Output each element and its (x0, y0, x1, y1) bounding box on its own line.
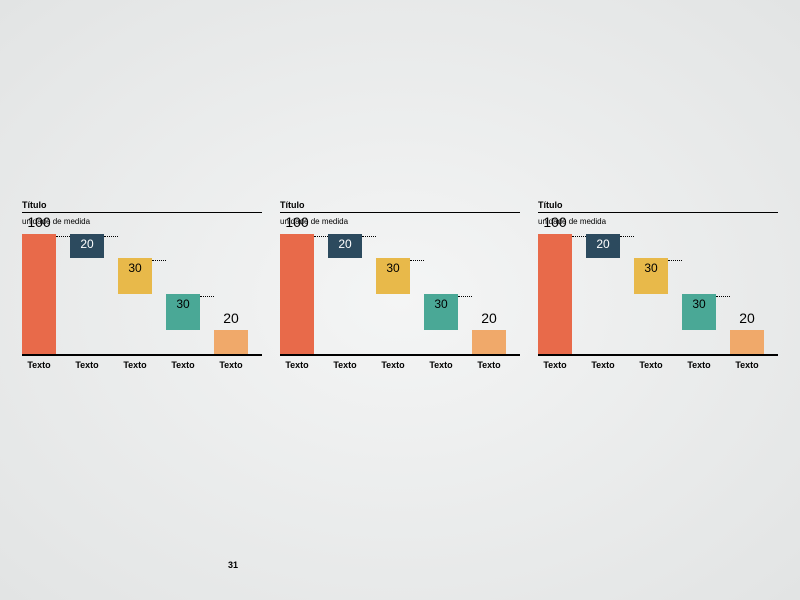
bar-value-label: 20 (730, 310, 764, 326)
bar-group-2: 30 (376, 234, 410, 354)
bar-group-3: 30 (424, 234, 458, 354)
bar-0: 100 (22, 234, 56, 354)
chart-title: Título (538, 200, 778, 213)
connector-3 (458, 296, 472, 297)
bar-2: 30 (118, 258, 152, 294)
bar-0: 100 (538, 234, 572, 354)
connector-2 (668, 260, 682, 261)
bar-group-0: 100 (538, 234, 572, 354)
connector-0 (56, 236, 70, 237)
bar-1: 20 (586, 234, 620, 258)
bar-value-label: 20 (586, 237, 620, 251)
bar-group-3: 30 (682, 234, 716, 354)
bar-group-0: 100 (280, 234, 314, 354)
x-axis-label-1: Texto (328, 360, 362, 370)
bar-group-1: 20 (328, 234, 362, 354)
bar-value-label: 20 (472, 310, 506, 326)
bar-group-1: 20 (70, 234, 104, 354)
plot-area: 100 20 30 30 20 (280, 236, 520, 356)
connector-3 (200, 296, 214, 297)
bar-group-1: 20 (586, 234, 620, 354)
x-axis-label-0: Texto (280, 360, 314, 370)
connector-0 (314, 236, 328, 237)
bar-1: 20 (70, 234, 104, 258)
bar-2: 30 (634, 258, 668, 294)
connector-1 (362, 236, 376, 237)
chart-subtitle: unidade de medida (280, 217, 520, 226)
page-number: 31 (228, 560, 238, 570)
bar-3: 30 (682, 294, 716, 330)
chart-title: Título (22, 200, 262, 213)
plot-area: 100 20 30 30 20 (538, 236, 778, 356)
x-axis-label-1: Texto (586, 360, 620, 370)
chart-panel-1: Títulounidade de medida10020303020TextoT… (280, 200, 520, 372)
connector-1 (620, 236, 634, 237)
x-axis-label-2: Texto (376, 360, 410, 370)
bar-value-label: 30 (634, 261, 668, 275)
bar-value-label: 20 (328, 237, 362, 251)
x-axis-label-3: Texto (682, 360, 716, 370)
x-axis-label-2: Texto (118, 360, 152, 370)
bar-value-label: 30 (424, 297, 458, 311)
bar-value-label: 30 (682, 297, 716, 311)
bar-value-label: 100 (538, 214, 572, 230)
bar-group-4: 20 (472, 234, 506, 354)
bar-group-4: 20 (730, 234, 764, 354)
bar-2: 30 (376, 258, 410, 294)
bar-0: 100 (280, 234, 314, 354)
bar-group-0: 100 (22, 234, 56, 354)
chart-subtitle: unidade de medida (22, 217, 262, 226)
chart-title: Título (280, 200, 520, 213)
bar-value-label: 100 (22, 214, 56, 230)
x-axis-label-4: Texto (730, 360, 764, 370)
x-axis-label-0: Texto (22, 360, 56, 370)
charts-row: Títulounidade de medida10020303020TextoT… (22, 200, 778, 372)
bar-1: 20 (328, 234, 362, 258)
x-axis-labels: Texto Texto Texto Texto Texto (22, 356, 262, 372)
bar-3: 30 (424, 294, 458, 330)
connector-0 (572, 236, 586, 237)
bar-value-label: 30 (376, 261, 410, 275)
x-axis-label-4: Texto (214, 360, 248, 370)
x-axis-label-3: Texto (166, 360, 200, 370)
bar-value-label: 100 (280, 214, 314, 230)
x-axis-label-0: Texto (538, 360, 572, 370)
bar-group-2: 30 (118, 234, 152, 354)
bar-value-label: 30 (166, 297, 200, 311)
bar-value-label: 20 (214, 310, 248, 326)
x-axis-label-2: Texto (634, 360, 668, 370)
bar-4: 20 (730, 330, 764, 354)
bar-group-2: 30 (634, 234, 668, 354)
bar-4: 20 (472, 330, 506, 354)
connector-1 (104, 236, 118, 237)
chart-subtitle: unidade de medida (538, 217, 778, 226)
bar-4: 20 (214, 330, 248, 354)
x-axis-label-3: Texto (424, 360, 458, 370)
bar-3: 30 (166, 294, 200, 330)
connector-2 (410, 260, 424, 261)
x-axis-label-4: Texto (472, 360, 506, 370)
x-axis-labels: Texto Texto Texto Texto Texto (280, 356, 520, 372)
x-axis-labels: Texto Texto Texto Texto Texto (538, 356, 778, 372)
connector-2 (152, 260, 166, 261)
chart-panel-0: Títulounidade de medida10020303020TextoT… (22, 200, 262, 372)
bar-group-3: 30 (166, 234, 200, 354)
bar-value-label: 20 (70, 237, 104, 251)
connector-3 (716, 296, 730, 297)
x-axis-label-1: Texto (70, 360, 104, 370)
chart-panel-2: Títulounidade de medida10020303020TextoT… (538, 200, 778, 372)
bar-group-4: 20 (214, 234, 248, 354)
plot-area: 100 20 30 30 20 (22, 236, 262, 356)
bar-value-label: 30 (118, 261, 152, 275)
